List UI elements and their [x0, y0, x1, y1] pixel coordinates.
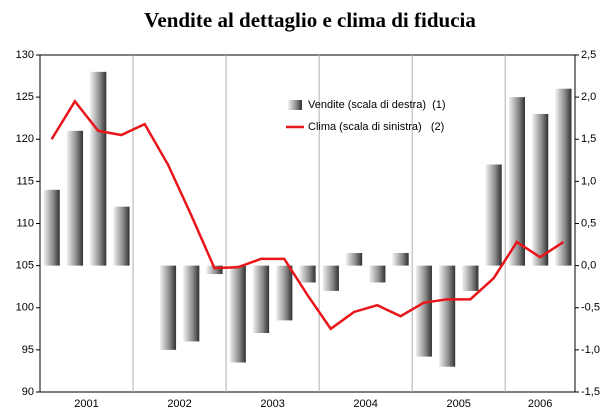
y-tick-label: 130	[16, 49, 34, 61]
legend-label: Vendite (scala di destra) (1)	[308, 99, 446, 111]
line	[50, 99, 565, 331]
bar	[113, 206, 130, 266]
bar	[555, 88, 572, 266]
y-tick-label: 115	[16, 175, 34, 187]
bar	[66, 130, 84, 266]
y-tick-label: 100	[16, 302, 34, 314]
bar	[159, 265, 177, 350]
bar	[531, 113, 549, 266]
y-tick-label: 90	[22, 386, 34, 398]
y-tick-label: 95	[22, 344, 34, 356]
y2-tick-label: -0,5	[581, 302, 600, 314]
y2-tick-label: 1,5	[581, 133, 596, 145]
bar	[229, 265, 246, 363]
bar	[183, 265, 200, 342]
y2-tick-label: 1,0	[581, 175, 596, 187]
bar	[43, 189, 60, 266]
bar	[299, 265, 316, 283]
bar	[322, 265, 339, 291]
legend-swatch	[288, 100, 302, 110]
bar	[369, 265, 386, 283]
x-tick-label: 2004	[353, 398, 377, 407]
bar	[508, 97, 525, 266]
bar	[345, 252, 363, 266]
y2-tick-label: 0,0	[581, 260, 596, 272]
y2-tick-label: 2,0	[581, 91, 596, 103]
chart-title: Vendite al dettaglio e clima di fiducia	[144, 8, 476, 32]
x-tick-label: 2006	[528, 398, 552, 407]
bar	[392, 252, 409, 266]
bar	[415, 265, 432, 357]
bar	[276, 265, 293, 321]
x-tick-label: 2001	[74, 398, 98, 407]
y2-tick-label: 2,5	[581, 49, 596, 61]
x-tick-label: 2002	[167, 398, 191, 407]
bar	[462, 265, 479, 291]
bar	[90, 71, 107, 266]
bar	[252, 265, 270, 334]
y-tick-label: 110	[16, 217, 34, 229]
y2-tick-label: -1,0	[581, 344, 600, 356]
bar	[438, 265, 456, 367]
legend-label: Clima (scala di sinistra) (2)	[308, 121, 444, 133]
x-tick-label: 2003	[260, 398, 284, 407]
y-tick-label: 125	[16, 91, 34, 103]
y2-tick-label: 0,5	[581, 217, 596, 229]
y-tick-label: 105	[16, 260, 34, 272]
bar	[206, 265, 223, 275]
y-tick-label: 120	[16, 133, 34, 145]
x-tick-label: 2005	[446, 398, 470, 407]
bar	[485, 164, 502, 266]
y2-tick-label: -1,5	[581, 386, 600, 398]
